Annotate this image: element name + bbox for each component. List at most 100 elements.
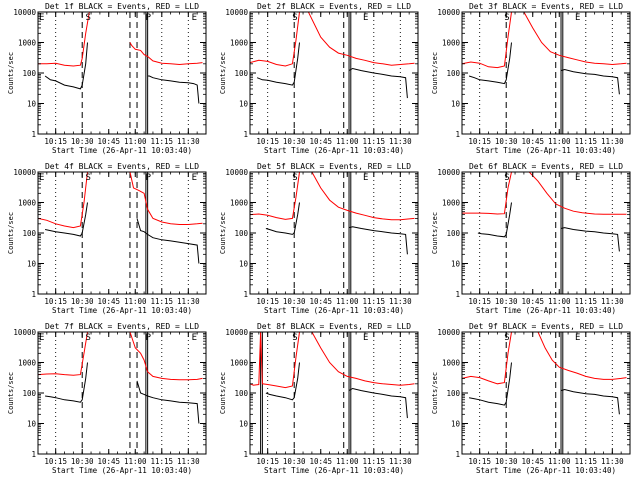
panel-9-ytick-label: 10 xyxy=(451,420,461,429)
panel-9-ylabel: Counts/sec xyxy=(431,372,439,414)
panel-8-xtick-label: 11:15 xyxy=(363,457,386,466)
panel-3-xtick-label: 11:00 xyxy=(548,137,571,146)
panel-1-ylabel: Counts/sec xyxy=(7,52,15,94)
panel-1-axes-frame xyxy=(37,11,207,135)
panel-3-events-series xyxy=(468,42,512,85)
panel-3: Det 3f BLACK = Events, RED = LLD 1 10 100 10… xyxy=(431,2,631,155)
panel-4-xlabel: Start Time (26-Apr-11 10:03:40) xyxy=(52,306,192,315)
panel-2-ytick-label: 1 xyxy=(243,130,248,139)
panel-6-xtick-label: 10:30 xyxy=(495,297,518,306)
panel-5-ylabel: Counts/sec xyxy=(219,212,227,254)
panel-8-ytick-label: 1 xyxy=(243,450,248,459)
panel-5-ytick-label: 1000 xyxy=(230,199,249,208)
panel-7-xtick-label: 11:30 xyxy=(177,457,200,466)
panel-7-ytick-label: 100 xyxy=(22,389,36,398)
panel-7-ytick-label: 10000 xyxy=(13,328,36,337)
panel-2-ytick-label: 100 xyxy=(234,69,248,78)
panel-3-ytick-label: 1 xyxy=(455,130,460,139)
panel-1-lld-series xyxy=(38,12,90,67)
panel-2-ytick-label: 10000 xyxy=(225,8,248,17)
panel-7-events-series xyxy=(45,362,88,403)
panel-1-xtick-label: 11:30 xyxy=(177,137,200,146)
panel-4-state-letter: E xyxy=(39,173,44,183)
panel-8-xlabel: Start Time (26-Apr-11 10:03:40) xyxy=(264,466,404,475)
panel-4-ytick-label: 100 xyxy=(22,229,36,238)
panel-6-state-letter: E xyxy=(575,173,580,183)
panel-9-xtick-label: 11:15 xyxy=(575,457,598,466)
panel-6-state-letter: S xyxy=(504,173,509,183)
panel-3-ytick-label: 100 xyxy=(446,69,460,78)
panel-8-xtick-label: 11:00 xyxy=(336,457,359,466)
panel-3-events-series xyxy=(560,68,620,95)
panel-1-state-letter: S xyxy=(86,13,91,23)
panel-5-ytick-label: 10 xyxy=(239,260,249,269)
panel-9-ytick-label: 1000 xyxy=(442,359,461,368)
panel-1-xtick-label: 11:15 xyxy=(151,137,174,146)
panel-1-events-series xyxy=(44,42,88,90)
panel-1-xtick-label: 10:30 xyxy=(71,137,94,146)
panel-8-xtick-label: 10:15 xyxy=(256,457,279,466)
panel-3-ylabel: Counts/sec xyxy=(431,52,439,94)
panel-2-events-series xyxy=(348,67,408,99)
panel-6-ytick-label: 100 xyxy=(446,229,460,238)
panel-8-xtick-label: 10:30 xyxy=(283,457,306,466)
panel-8-state-letter: S xyxy=(292,333,297,343)
panel-2-xtick-label: 10:45 xyxy=(309,137,332,146)
panel-1-xtick-label: 11:00 xyxy=(124,137,147,146)
panel-7-ytick-label: 1 xyxy=(31,450,36,459)
panel-7-state-letter: E xyxy=(39,333,44,343)
panel-6-xlabel: Start Time (26-Apr-11 10:03:40) xyxy=(476,306,616,315)
panel-3-ytick-label: 10 xyxy=(451,100,461,109)
panel-2-title: Det 2f BLACK = Events, RED = LLD xyxy=(257,2,411,11)
panel-5-events-series xyxy=(348,226,408,255)
panel-4-lld-series xyxy=(129,172,203,225)
panel-1-ytick-label: 1 xyxy=(31,130,36,139)
panel-5-state-letter: E xyxy=(363,173,368,183)
panel-8-ylabel: Counts/sec xyxy=(219,372,227,414)
panel-5-ytick-label: 100 xyxy=(234,229,248,238)
panel-4-state-letter: S xyxy=(86,173,91,183)
panel-8: Det 8f BLACK = Events, RED = LLD 1 10 100 10… xyxy=(219,322,419,475)
panel-4-ytick-label: 10 xyxy=(27,260,37,269)
panel-2-state-letter: E xyxy=(363,13,368,23)
panel-7-xtick-label: 11:15 xyxy=(151,457,174,466)
panel-7-state-letter: P xyxy=(146,333,152,343)
panel-6-ytick-label: 1 xyxy=(455,290,460,299)
panel-3-title: Det 3f BLACK = Events, RED = LLD xyxy=(469,2,623,11)
panel-6-xtick-label: 11:00 xyxy=(548,297,571,306)
panel-7-lld-series xyxy=(38,332,88,376)
panel-9-xtick-label: 11:30 xyxy=(601,457,624,466)
panel-4-title: Det 4f BLACK = Events, RED = LLD xyxy=(45,162,199,171)
panel-9-ytick-label: 1 xyxy=(455,450,460,459)
panel-7-xtick-label: 10:15 xyxy=(44,457,67,466)
panel-5-xlabel: Start Time (26-Apr-11 10:03:40) xyxy=(264,306,404,315)
panel-8-lld-series xyxy=(311,332,415,386)
panel-9-ytick-label: 100 xyxy=(446,389,460,398)
panel-1-xtick-label: 10:15 xyxy=(44,137,67,146)
panel-2-lld-series xyxy=(307,12,415,66)
panel-8-xtick-label: 10:45 xyxy=(309,457,332,466)
panel-2-xtick-label: 10:15 xyxy=(256,137,279,146)
panel-1-events-series xyxy=(147,75,200,104)
panel-2-xtick-label: 11:30 xyxy=(389,137,412,146)
panel-7-xtick-label: 10:30 xyxy=(71,457,94,466)
panel-3-lld-series xyxy=(462,12,512,69)
panel-9-state-letter: E xyxy=(575,333,580,343)
panel-6-ytick-label: 10000 xyxy=(437,168,460,177)
panel-6-xtick-label: 11:30 xyxy=(601,297,624,306)
panel-7: Det 7f BLACK = Events, RED = LLD 1 10 100 10… xyxy=(7,322,207,475)
panel-2-lld-series xyxy=(250,12,300,67)
panel-2-xlabel: Start Time (26-Apr-11 10:03:40) xyxy=(264,146,404,155)
panel-6: Det 6f BLACK = Events, RED = LLD 1 10 100 10… xyxy=(431,162,631,315)
panel-7-xtick-label: 10:45 xyxy=(97,457,120,466)
panel-8-events-series xyxy=(265,362,300,401)
panel-2-ylabel: Counts/sec xyxy=(219,52,227,94)
panel-4-ytick-label: 10000 xyxy=(13,168,36,177)
panel-5-xtick-label: 11:00 xyxy=(336,297,359,306)
panel-7-axes-frame xyxy=(37,331,207,455)
panel-5-ytick-label: 1 xyxy=(243,290,248,299)
panel-7-state-letter: S xyxy=(86,333,91,343)
panel-6-title: Det 6f BLACK = Events, RED = LLD xyxy=(469,162,623,171)
panel-7-ytick-label: 1000 xyxy=(18,359,37,368)
panel-6-lld-series xyxy=(462,172,512,215)
